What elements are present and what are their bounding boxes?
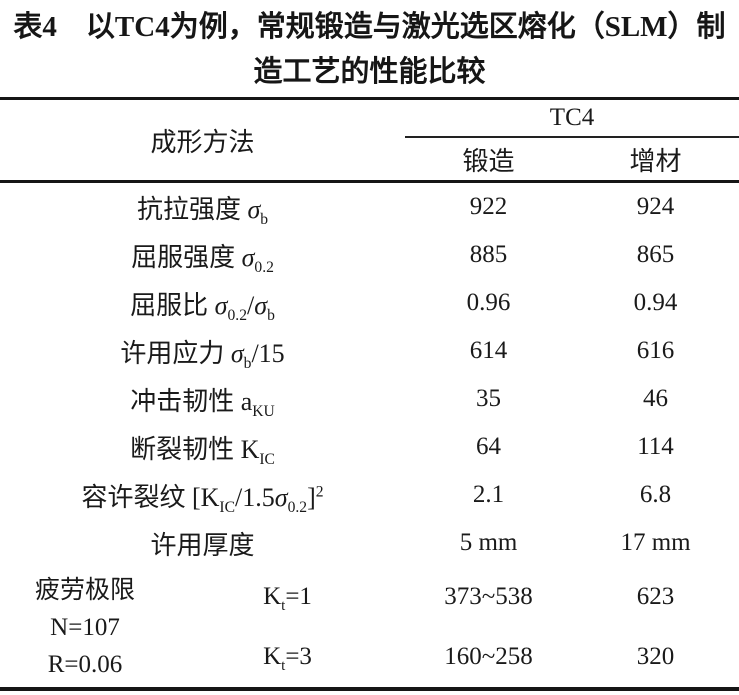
kt-label: Kt=3	[263, 643, 312, 674]
caption-line-1: 表4 以TC4为例，常规锻造与激光选区熔化（SLM）制	[13, 11, 726, 43]
column-header-additive: 增材	[572, 137, 739, 183]
row-label: 断裂韧性 KIC	[130, 434, 275, 468]
forge-value: 614	[469, 337, 508, 364]
table-row-fatigue-kt3: Kt=3 160~258 320	[0, 627, 739, 689]
row-label: 屈服比 σ0.2/σb	[130, 290, 275, 324]
additive-value: 6.8	[639, 481, 672, 508]
additive-value: 865	[636, 241, 675, 268]
table-row-fatigue-kt1: 疲劳极限 N=107 R=0.06 Kt=1 373~538 623	[0, 567, 739, 678]
forge-value: 160~258	[444, 643, 533, 670]
row-label: 许用应力 σb/15	[120, 338, 285, 372]
table-row-allowable-thickness: 许用厚度 5 mm 17 mm	[0, 519, 739, 567]
forge-value: 885	[469, 241, 508, 268]
table-row-allowable-crack: 容许裂纹 [KIC/1.5σ0.2]2 2.1 6.8	[0, 471, 739, 519]
performance-table: 成形方法 TC4 锻造 增材 抗拉强度 σb 922 924 屈服强度 σ0.2…	[0, 97, 739, 691]
table-row-fracture-toughness: 断裂韧性 KIC 64 114	[0, 423, 739, 471]
fatigue-limit-label: 疲劳极限 N=107 R=0.06	[0, 567, 170, 689]
forge-value: 373~538	[444, 583, 533, 610]
additive-value: 114	[637, 433, 674, 460]
forge-value: 922	[469, 193, 508, 220]
header-row-group: 成形方法 TC4	[0, 98, 739, 183]
method-header: 成形方法	[0, 98, 406, 183]
forge-value: 2.1	[472, 481, 505, 508]
table-row-yield-ratio: 屈服比 σ0.2/σb 0.96 0.94	[0, 279, 739, 327]
fatigue-label-line-3: R=0.06	[47, 650, 123, 678]
row-label: 屈服强度 σ0.2	[131, 242, 274, 276]
column-header-forge: 锻造	[405, 137, 573, 183]
additive-value: 320	[636, 643, 675, 670]
fatigue-label-line-1: 疲劳极限	[34, 576, 135, 604]
forge-value: 0.96	[466, 289, 511, 316]
additive-value: 0.94	[633, 289, 678, 316]
table-row-allowable-stress: 许用应力 σb/15 614 616	[0, 327, 739, 375]
table-row-tensile-strength: 抗拉强度 σb 922 924	[0, 182, 739, 232]
additive-value: 616	[636, 337, 675, 364]
row-label: 抗拉强度 σb	[136, 194, 269, 228]
header-row-columns: 锻造 增材	[0, 137, 739, 183]
additive-value: 17 mm	[620, 529, 691, 556]
kt-label: Kt=1	[263, 583, 312, 614]
forge-value: 64	[476, 433, 502, 460]
table-caption: 表4 以TC4为例，常规锻造与激光选区熔化（SLM）制 造工艺的性能比较	[0, 0, 739, 95]
row-label: 容许裂纹 [KIC/1.5σ0.2]2	[81, 482, 324, 516]
fatigue-label-line-2: N=107	[50, 613, 120, 641]
additive-value: 924	[636, 193, 675, 220]
group-header-tc4: TC4	[405, 98, 739, 138]
row-label: 冲击韧性 aKU	[130, 386, 275, 420]
table-row-impact-toughness: 冲击韧性 aKU 35 46	[0, 375, 739, 423]
additive-value: 623	[636, 583, 675, 610]
row-label: 许用厚度	[150, 530, 255, 560]
caption-line-2: 造工艺的性能比较	[253, 56, 486, 88]
additive-value: 46	[643, 385, 669, 412]
table-row-yield-strength: 屈服强度 σ0.2 885 865	[0, 231, 739, 279]
forge-value: 35	[476, 385, 502, 412]
forge-value: 5 mm	[459, 529, 518, 556]
